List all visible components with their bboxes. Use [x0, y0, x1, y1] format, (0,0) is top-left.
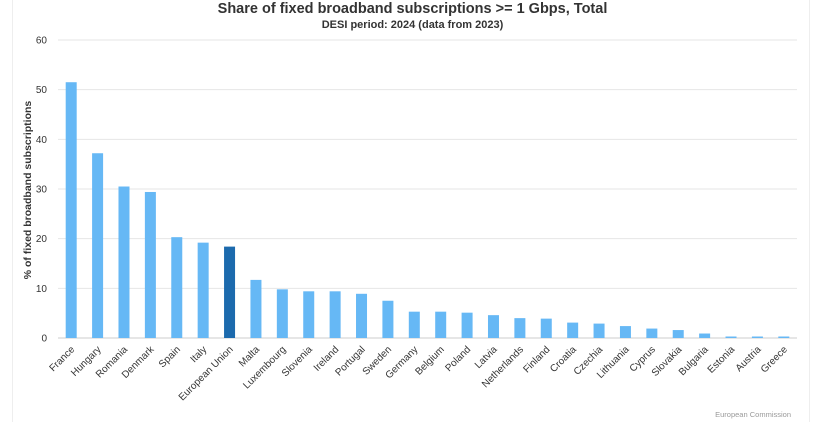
bar-malta — [250, 279, 262, 338]
y-tick-label: 40 — [36, 135, 48, 146]
chart-subtitle: DESI period: 2024 (data from 2023) — [321, 19, 504, 31]
bar-portugal — [356, 293, 368, 338]
bar-italy — [197, 242, 209, 338]
bar-finland — [540, 318, 552, 338]
bar-czechia — [593, 323, 605, 338]
bar-latvia — [487, 315, 499, 338]
bar-spain — [171, 237, 183, 338]
bar-bulgaria — [699, 333, 711, 338]
y-tick-label: 20 — [36, 234, 48, 245]
y-tick-label: 30 — [36, 185, 48, 196]
category-label: Bulgaria — [677, 344, 711, 378]
category-label: Estonia — [706, 344, 738, 376]
bar-estonia — [725, 336, 737, 338]
bar-germany — [408, 311, 420, 338]
chart-frame — [12, 0, 810, 422]
category-label: Austria — [734, 344, 764, 374]
y-tick-labels: 0 10 20 30 40 50 60 — [36, 36, 48, 345]
category-label: Greece — [759, 344, 790, 375]
category-label: Italy — [189, 344, 210, 365]
bar-croatia — [567, 322, 579, 338]
bar-slovakia — [672, 330, 684, 338]
bar-france — [65, 82, 77, 338]
bar-sweden — [382, 300, 394, 338]
bar-romania — [118, 186, 130, 338]
bar-belgium — [435, 311, 447, 338]
chart-title: Share of fixed broadband subscriptions >… — [217, 1, 608, 17]
bar-slovenia — [303, 291, 315, 338]
bar-netherlands — [514, 318, 526, 338]
y-tick-label: 60 — [36, 36, 48, 47]
credit-text: European Commission — [715, 410, 791, 419]
bar-luxembourg — [276, 289, 288, 338]
category-label: Finland — [521, 344, 552, 375]
bar-denmark — [144, 191, 156, 338]
bar-poland — [461, 312, 473, 338]
bar-greece — [778, 336, 790, 338]
bar-european-union — [224, 246, 236, 338]
category-label: Spain — [157, 344, 183, 370]
bars — [65, 82, 790, 338]
y-tick-label: 10 — [36, 284, 48, 295]
bar-lithuania — [619, 326, 631, 338]
category-label: Portugal — [334, 344, 368, 378]
bar-ireland — [329, 291, 341, 338]
bar-cyprus — [646, 328, 658, 338]
gridlines — [58, 39, 797, 339]
bar-hungary — [92, 153, 104, 338]
bar-austria — [751, 336, 763, 338]
y-tick-label: 0 — [41, 334, 47, 345]
y-tick-label: 50 — [36, 85, 48, 96]
category-label: Poland — [443, 344, 473, 374]
category-label: Belgium — [413, 344, 446, 377]
